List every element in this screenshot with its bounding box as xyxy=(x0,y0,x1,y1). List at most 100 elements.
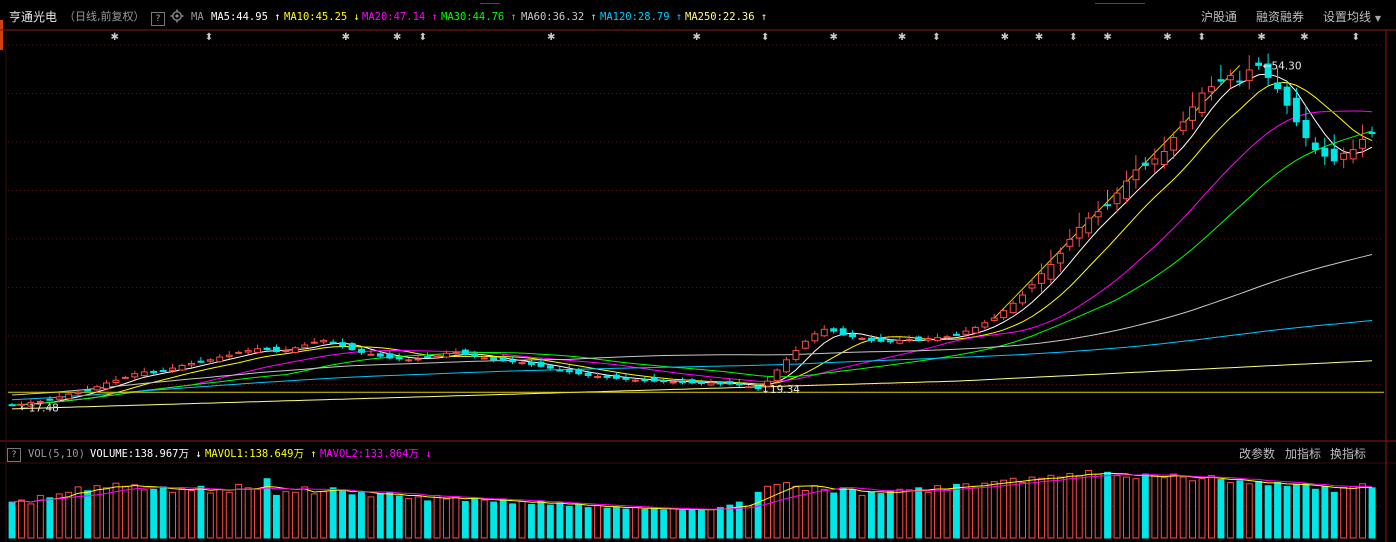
volume-bar xyxy=(971,487,979,539)
volume-bar xyxy=(1302,483,1310,539)
volume-bar xyxy=(934,485,941,539)
volume-bar xyxy=(27,503,35,539)
candle-body xyxy=(433,354,441,358)
volume-bar xyxy=(1094,473,1102,539)
volume-bar xyxy=(1255,480,1263,539)
candle-body xyxy=(329,341,337,344)
volume-bar xyxy=(178,488,186,539)
settings-button[interactable] xyxy=(170,9,184,27)
volume-bar xyxy=(1226,482,1234,539)
high-price-label: ←54.30 xyxy=(1263,60,1302,72)
volume-bar xyxy=(169,491,177,539)
candle-body xyxy=(1321,147,1329,157)
volume-bar xyxy=(188,490,195,539)
volume-bar xyxy=(395,495,403,539)
menu-shanghai-connect[interactable]: 沪股通 xyxy=(1201,10,1238,24)
volume-bar xyxy=(93,485,101,539)
candle-body xyxy=(1208,86,1215,93)
event-marker-icon: ✱ xyxy=(898,32,906,43)
volume-bar xyxy=(1368,487,1376,539)
menu-margin-trading[interactable]: 融资融券 xyxy=(1256,10,1305,24)
candle-body xyxy=(537,361,545,367)
vol-help-icon: ? xyxy=(7,448,21,462)
volume-bar xyxy=(877,493,885,539)
period-label[interactable]: （日线,前复权） xyxy=(64,10,145,23)
volume-bar xyxy=(348,494,356,539)
help-button[interactable]: ? xyxy=(151,9,165,27)
volume-bar xyxy=(792,485,800,539)
trend-arrow-icon: ↑ xyxy=(267,11,281,23)
volume-bar xyxy=(575,504,583,539)
menu-set-ma[interactable]: 设置均线 ▼ xyxy=(1323,9,1381,27)
candle-body xyxy=(291,347,299,353)
candle-body xyxy=(1349,149,1357,160)
candle-body xyxy=(206,359,214,362)
candle-body xyxy=(84,389,91,392)
candle-body xyxy=(594,376,601,378)
volume-bar xyxy=(376,493,384,539)
volume-bar xyxy=(386,491,394,539)
candle-body xyxy=(1132,169,1140,181)
volume-bar xyxy=(1047,474,1055,539)
top-tick-right xyxy=(1095,0,1145,4)
trend-arrow-icon: ↑ xyxy=(504,11,517,23)
trend-arrow-icon: ↓ xyxy=(419,448,432,460)
candle-body xyxy=(546,365,554,369)
volume-bar xyxy=(565,505,573,539)
volume-bar xyxy=(301,486,309,539)
candle-body xyxy=(849,333,856,338)
menu-change-params[interactable]: 改参数 xyxy=(1239,447,1276,461)
ma-legend-item: MA5:44.95 ↑ xyxy=(211,11,281,23)
menu-add-indicator[interactable]: 加指标 xyxy=(1285,447,1322,461)
candle-body xyxy=(1255,62,1263,66)
trend-arrow-icon: ↑ xyxy=(584,11,597,23)
menu-switch-indicator[interactable]: 换指标 xyxy=(1330,447,1367,461)
candle-body xyxy=(1104,204,1111,207)
volume-bar xyxy=(414,496,422,539)
candle-body xyxy=(1274,82,1281,90)
candle-body xyxy=(773,369,781,382)
event-marker-icon: ✱ xyxy=(111,32,119,43)
volume-bar xyxy=(716,507,724,539)
volume-bar xyxy=(206,492,214,539)
stock-name[interactable]: 亨通光电 xyxy=(9,10,58,24)
volume-bar xyxy=(121,485,129,539)
volume-bar xyxy=(140,489,148,539)
volume-bar xyxy=(631,507,639,539)
candle-body xyxy=(1368,132,1376,134)
candle-body xyxy=(1075,226,1083,239)
volume-bar xyxy=(499,498,507,539)
volume-bar xyxy=(943,488,951,539)
candle-body xyxy=(1170,137,1178,151)
ma-line-120 xyxy=(11,320,1373,401)
volume-bar xyxy=(754,491,762,539)
candle-body xyxy=(339,342,347,347)
candle-body xyxy=(613,374,620,379)
candle-body xyxy=(745,386,753,389)
candle-body xyxy=(93,386,101,391)
candle-body xyxy=(688,379,696,384)
vol-help-button[interactable]: ? xyxy=(7,445,21,463)
volume-bar xyxy=(225,491,233,539)
chevron-down-icon: ▼ xyxy=(1374,14,1381,23)
candle-body xyxy=(886,340,894,343)
volume-bar xyxy=(849,489,856,539)
volume-bar xyxy=(688,508,696,539)
candle-body xyxy=(990,317,998,321)
volume-bar xyxy=(1038,477,1045,539)
candle-body xyxy=(1066,238,1074,247)
menu-set-ma-label: 设置均线 xyxy=(1323,10,1372,24)
candle-body xyxy=(622,377,630,380)
candle-body xyxy=(131,373,139,378)
volume-bar xyxy=(622,508,630,539)
candle-body xyxy=(254,348,262,353)
ma-legend-item: MA250:22.36 ↑ xyxy=(685,11,768,23)
candle-body xyxy=(1189,106,1196,121)
candle-body xyxy=(641,379,649,382)
candle-body xyxy=(924,338,932,341)
candle-body xyxy=(669,381,677,384)
volume-bar xyxy=(282,491,290,539)
candle-body xyxy=(424,356,432,359)
vol-legend-item: VOLUME:138.967万 ↓ xyxy=(90,448,202,460)
